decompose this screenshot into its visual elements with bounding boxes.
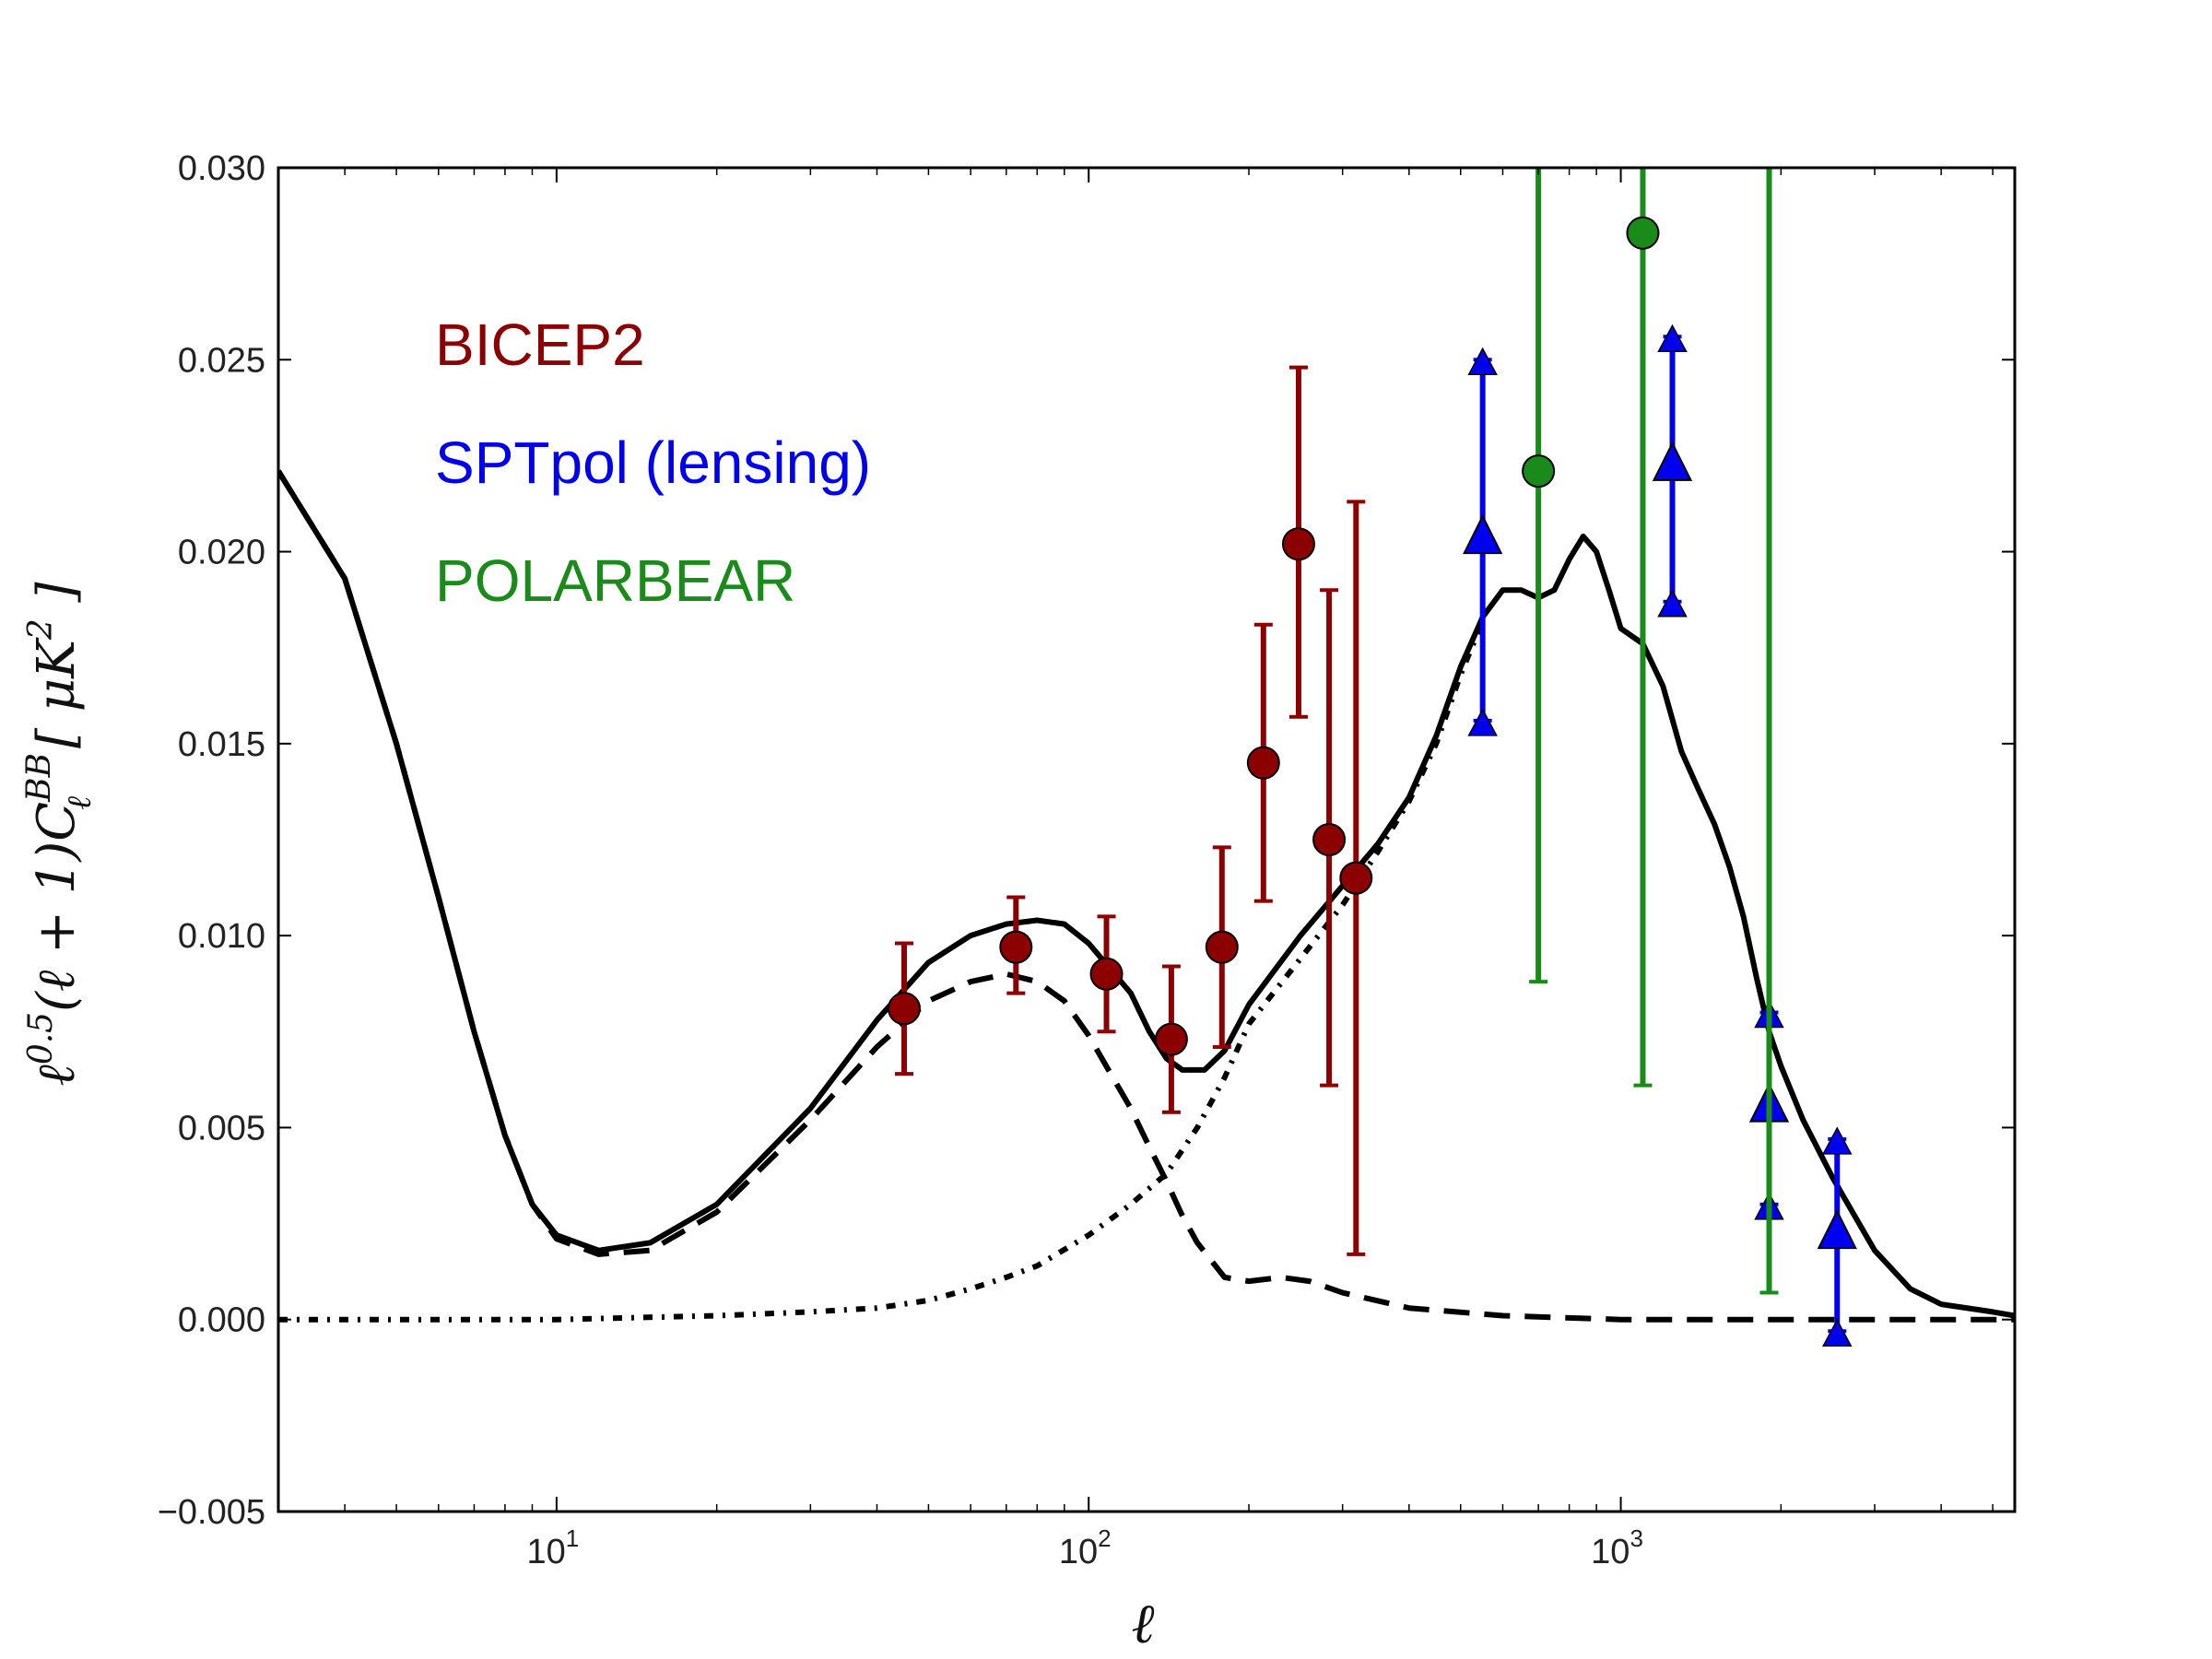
legend-entry: POLARBEAR: [435, 547, 795, 614]
x-tick-label: 102: [1059, 1524, 1112, 1571]
data-marker: [888, 992, 922, 1026]
data-point-1-1: [1652, 324, 1693, 618]
y-axis-title: ℓ0.5(ℓ + 1)CBBℓ[ μK2 ]: [20, 582, 99, 1086]
model-curves: [278, 469, 2015, 1323]
y-tick-label: 0.000: [178, 1301, 265, 1340]
x-tick-label: 101: [527, 1524, 580, 1571]
y-axis-title-sup2: BB: [20, 753, 58, 803]
error-cap-triangle: [1657, 324, 1688, 353]
y-tick-label: 0.005: [178, 1109, 265, 1147]
x-tick-label-base: 10: [1059, 1533, 1098, 1571]
legend-entry: BICEP2: [435, 312, 645, 378]
y-tick-label: −0.005: [158, 1493, 265, 1532]
data-point-0-8: [1339, 500, 1373, 1256]
y-tick-label: 0.010: [178, 917, 265, 956]
data-marker: [1089, 957, 1124, 991]
x-tick-label-exponent: 2: [1098, 1524, 1111, 1552]
y-axis-title-unit-sup: 2: [22, 618, 60, 641]
y-tick-label: 0.020: [178, 534, 265, 572]
x-tick-label-exponent: 3: [1630, 1524, 1642, 1552]
x-tick-label: 103: [1591, 1524, 1643, 1571]
data-marker: [1312, 823, 1347, 856]
data-point-0-7: [1312, 588, 1347, 1088]
data-marker: [1339, 861, 1373, 895]
legend-entry: SPTpol (lensing): [435, 429, 871, 496]
data-marker: [1281, 527, 1315, 561]
data-point-2-2: [1759, 168, 1779, 1295]
error-cap-triangle: [1822, 1126, 1853, 1155]
error-cap-triangle: [1467, 347, 1498, 376]
x-axis-title: ℓ: [1132, 1592, 1155, 1656]
data-marker: [1205, 930, 1239, 964]
y-axis-title-unit-end: ]: [27, 582, 87, 618]
y-tick-label: 0.025: [178, 341, 265, 380]
data-points: [888, 168, 1857, 1347]
y-axis-title-prefix: ℓ: [27, 1065, 87, 1087]
error-cap-triangle: [1657, 589, 1688, 618]
data-point-0-6: [1281, 365, 1315, 719]
error-cap-triangle: [1822, 1318, 1853, 1347]
axis-tick-labels: −0.005 0.000 0.005 0.010 0.015 0.020 0.025 0.03…: [158, 149, 1643, 1571]
data-point-0-5: [1246, 622, 1280, 903]
data-marker: [1652, 441, 1693, 481]
y-axis-title-unit: [ μK: [27, 637, 87, 748]
y-axis-title-sup1: 0.5: [22, 1012, 60, 1065]
error-cap-triangle: [1467, 708, 1498, 736]
x-tick-label-base: 10: [1591, 1533, 1630, 1571]
data-point-1-0: [1463, 347, 1503, 736]
data-point-0-3: [1154, 964, 1188, 1114]
data-marker: [1817, 1208, 1857, 1250]
y-tick-label: 0.030: [178, 149, 265, 188]
y-axis-title-sub: ℓ: [61, 796, 99, 810]
x-tick-label-exponent: 1: [566, 1524, 579, 1552]
y-tick-label: 0.015: [178, 725, 265, 764]
data-point-0-4: [1205, 845, 1239, 1049]
data-marker: [1522, 454, 1556, 488]
data-marker: [1463, 513, 1503, 555]
legend: BICEP2 SPTpol (lensing) POLARBEAR: [435, 312, 871, 614]
data-point-1-3: [1817, 1126, 1857, 1347]
data-point-2-1: [1626, 168, 1660, 1088]
data-point-0-0: [888, 941, 922, 1077]
data-marker: [1154, 1022, 1188, 1056]
axis-ticks: [277, 167, 2015, 1512]
x-tick-label-base: 10: [527, 1533, 566, 1571]
model-curve-dashed: [278, 469, 2015, 1323]
data-point-0-2: [1089, 914, 1124, 1034]
data-point-0-1: [999, 895, 1033, 995]
data-marker: [1626, 216, 1660, 250]
data-marker: [999, 930, 1033, 964]
plot-frame: [276, 166, 2017, 1513]
model-curve-dashdot: [278, 619, 1486, 1323]
data-marker: [1246, 746, 1280, 780]
y-axis-title-mid: (ℓ + 1)C: [27, 802, 87, 1012]
data-point-2-0: [1522, 168, 1556, 984]
